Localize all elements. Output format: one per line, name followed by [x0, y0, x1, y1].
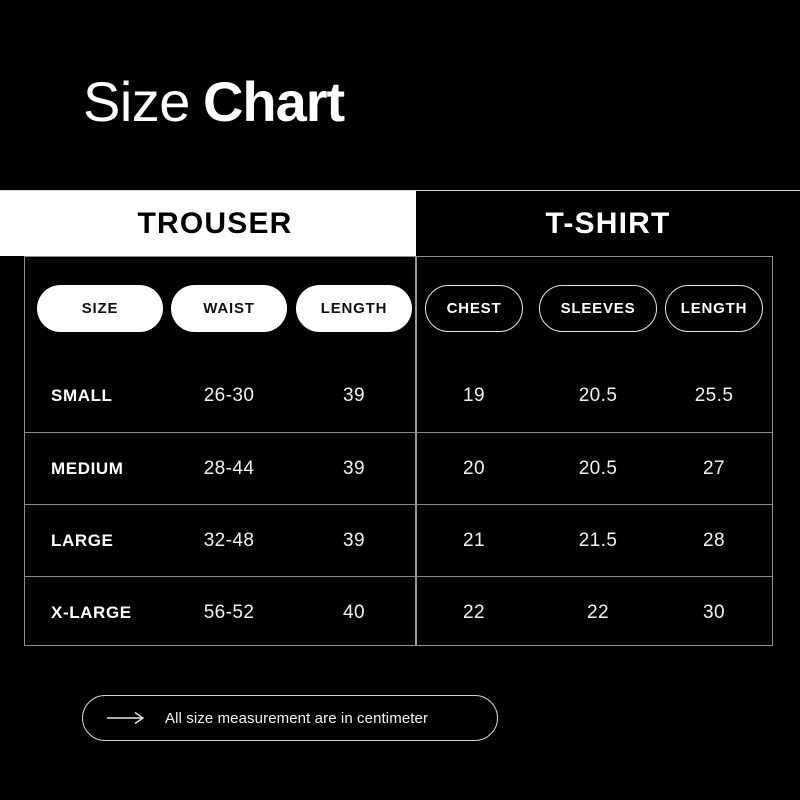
table-row: SMALL 26-30 39 19 20.5 25.5: [25, 360, 772, 432]
column-header-chest: CHEST: [425, 285, 523, 332]
cell-tshirt-length: 27: [703, 458, 725, 479]
page-title-light: Size: [83, 70, 190, 133]
measurement-note-label: All size measurement are in centimeter: [165, 709, 429, 727]
cell-trouser-length: 39: [343, 458, 365, 479]
cell-tshirt-length: 25.5: [694, 385, 734, 406]
column-header-waist: WAIST: [171, 285, 287, 332]
column-header-tshirt-length: LENGTH: [665, 285, 763, 332]
section-header-tshirt: T-SHIRT: [416, 191, 800, 256]
cell-sleeves: 21.5: [578, 530, 618, 551]
page-title-bold: Chart: [202, 70, 345, 133]
cell-tshirt-length: 30: [703, 602, 725, 623]
cell-chest: 21: [463, 530, 485, 551]
cell-sleeves: 20.5: [578, 385, 618, 406]
column-header-size: SIZE: [37, 285, 163, 332]
section-divider: [415, 257, 417, 645]
cell-size: LARGE: [51, 531, 114, 550]
cell-chest: 19: [463, 385, 485, 406]
arrow-right-icon: [107, 711, 145, 725]
cell-trouser-length: 40: [343, 602, 365, 623]
cell-waist: 26-30: [203, 385, 255, 406]
table-row: LARGE 32-48 39 21 21.5 28: [25, 504, 772, 576]
column-header-chest-label: CHEST: [446, 300, 502, 317]
section-header-trouser: TROUSER: [0, 191, 416, 256]
cell-trouser-length: 39: [343, 385, 365, 406]
cell-chest: 22: [463, 602, 485, 623]
cell-waist: 56-52: [203, 602, 255, 623]
column-header-trouser-length-label: LENGTH: [320, 300, 388, 317]
section-banner-row: TROUSER T-SHIRT: [0, 190, 800, 256]
table-header-row: SIZE WAIST LENGTH CHEST SLEEVES LENGTH: [25, 257, 772, 360]
section-header-trouser-label: TROUSER: [137, 206, 293, 240]
cell-size: SMALL: [51, 386, 113, 405]
cell-chest: 20: [463, 458, 485, 479]
cell-waist: 32-48: [203, 530, 255, 551]
column-header-trouser-length: LENGTH: [296, 285, 412, 332]
measurement-note: All size measurement are in centimeter: [82, 695, 498, 741]
column-header-size-label: SIZE: [81, 300, 119, 317]
column-header-sleeves-label: SLEEVES: [560, 300, 636, 317]
cell-size: MEDIUM: [51, 459, 124, 478]
table-row: X-LARGE 56-52 40 22 22 30: [25, 576, 772, 648]
page-title: Size Chart: [83, 70, 345, 146]
cell-sleeves: 22: [587, 602, 609, 623]
column-header-waist-label: WAIST: [203, 300, 255, 317]
cell-tshirt-length: 28: [703, 530, 725, 551]
column-header-sleeves: SLEEVES: [539, 285, 657, 332]
cell-trouser-length: 39: [343, 530, 365, 551]
section-header-tshirt-label: T-SHIRT: [545, 206, 671, 240]
table-row: MEDIUM 28-44 39 20 20.5 27: [25, 432, 772, 504]
cell-waist: 28-44: [203, 458, 255, 479]
column-header-tshirt-length-label: LENGTH: [680, 300, 748, 317]
cell-size: X-LARGE: [51, 603, 132, 622]
cell-sleeves: 20.5: [578, 458, 618, 479]
size-chart-table: SIZE WAIST LENGTH CHEST SLEEVES LENGTH S…: [24, 256, 773, 646]
